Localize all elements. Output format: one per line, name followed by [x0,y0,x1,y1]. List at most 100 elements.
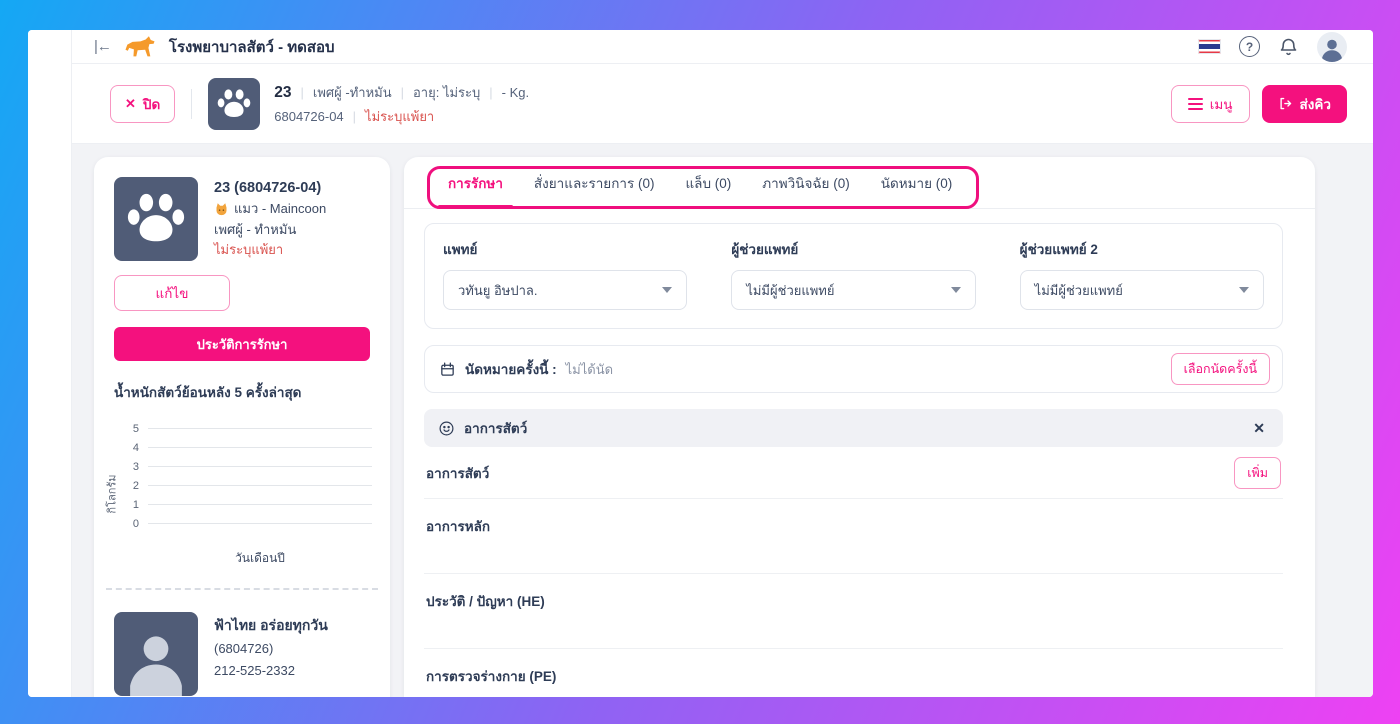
symptoms-header-title: อาการสัตว์ [464,421,528,436]
doctor-label: แพทย์ [443,242,478,257]
assistant2-select-value: ไม่มีผู้ช่วยแพทย์ [1034,282,1123,298]
chart-gridline-row: 4 [124,438,372,457]
topbar-icons: ? [1198,31,1347,62]
gridline [148,504,372,505]
cat-icon [216,203,227,216]
assistant1-select-value: ไม่มีผู้ช่วยแพทย์ [746,282,835,298]
patient-summary: 23 | เพศผู้ -ทำหมัน | อายุ: ไม่ระบุ | - … [274,81,529,127]
assistant1-select[interactable]: ไม่มีผู้ช่วยแพทย์ [731,270,976,310]
physical-exam-label: การตรวจร่างกาย (PE) [426,669,557,684]
add-symptom-button[interactable]: เพิ่ม [1234,456,1281,489]
gridline [148,485,372,486]
appointment-box: นัดหมายครั้งนี้ : ไม่ได้นัด เลือกนัดครั้… [424,345,1283,393]
appointment-value: ไม่ได้นัด [565,361,614,377]
chevron-down-icon [662,287,673,293]
tab-diagnostic-images[interactable]: ภาพวินิจฉัย (0) [762,175,850,191]
physical-exam-row: การตรวจร่างกาย (PE) [424,649,1283,697]
doctor-select[interactable]: วทันยู อิษปาล. [443,270,688,310]
y-tick-label: 0 [132,517,139,530]
divider [191,88,193,119]
patient-weight: - Kg. [501,84,530,100]
patient-hn: 6804726-04 [274,108,344,124]
owner-code: (6804726) [214,640,274,656]
owner-name: ฟ้าไทย อร่อยทุกวัน [214,617,328,633]
menu-button[interactable]: เมนู [1170,84,1250,123]
assistant2-select[interactable]: ไม่มีผู้ช่วยแพทย์ [1019,270,1264,310]
assistant1-label: ผู้ช่วยแพทย์ [731,242,799,257]
bell-icon[interactable] [1278,36,1299,57]
patient-sex: เพศผู้ -ทำหมัน [312,84,392,100]
pet-owner-card: 23 (6804726-04) แมว - Maincoon เพศผู้ - … [94,157,390,697]
dashed-divider [106,588,378,590]
tab-lab[interactable]: แล็บ (0) [685,175,732,191]
allergy-status: ไม่ระบุแพ้ยา [365,108,435,124]
chart-gridline-row: 3 [124,457,372,476]
pet-species: แมว - Maincoon [234,201,327,217]
doctor-select-value: วทันยู อิษปาล. [458,282,538,298]
chart-y-axis-label: กิโลกรัม [106,473,119,514]
patient-age: อายุ: ไม่ระบุ [413,84,481,100]
assistant2-label: ผู้ช่วยแพทย์ 2 [1019,242,1098,257]
chart-gridline-row: 1 [124,495,372,514]
treatment-history-button[interactable]: ประวัติการรักษา [114,327,370,361]
symptoms-row: อาการสัตว์ เพิ่ม [424,447,1283,499]
treatment-panel: การรักษา สั่งยาและรายการ (0) แล็บ (0) ภา… [404,157,1315,697]
chart-gridline-row: 5 [124,419,372,438]
collapsed-sidebar [28,30,72,697]
close-patient-button[interactable]: ✕ ปิด [110,84,176,123]
pet-name: 23 (6804726-04) [214,180,322,196]
y-tick-label: 5 [132,422,139,435]
weight-chart-title: น้ำหนักสัตว์ย้อนหลัง 5 ครั้งล่าสุด [114,385,302,400]
weight-chart-grid: 5 4 3 2 1 0 [124,419,372,533]
send-queue-button[interactable]: ส่งคิว [1261,84,1347,123]
calendar-icon [441,361,454,376]
gridline [148,428,372,429]
help-icon[interactable]: ? [1239,36,1260,57]
weight-chart: กิโลกรัม 5 4 3 2 1 0 วันเดือนปี [107,419,372,568]
user-avatar[interactable] [1317,31,1347,62]
symptoms-row-label: อาการสัตว์ [426,465,490,481]
sidebar-collapse-icon[interactable]: |← [94,38,112,55]
owner-avatar [114,612,198,696]
history-problem-label: ประวัติ / ปัญหา (HE) [426,594,545,609]
language-flag-icon[interactable] [1198,39,1221,54]
page-title: โรงพยาบาลสัตว์ - ทดสอบ [168,38,335,56]
hamburger-icon [1187,95,1203,113]
chevron-down-icon [1238,287,1249,293]
y-tick-label: 1 [132,498,139,511]
symptoms-section-header: อาการสัตว์ ✕ [424,409,1283,447]
tab-bar: การรักษา สั่งยาและรายการ (0) แล็บ (0) ภา… [404,157,1315,209]
tab-medicine-orders[interactable]: สั่งยาและรายการ (0) [533,175,655,191]
chart-x-axis-label: วันเดือนปี [235,551,285,565]
y-tick-label: 2 [132,479,139,492]
smiley-icon [439,421,454,435]
send-queue-label: ส่งคิว [1299,96,1331,112]
menu-label: เมนู [1209,96,1233,112]
chart-gridline-row: 2 [124,476,372,495]
chart-gridline-row: 0 [124,514,372,533]
close-label: ปิด [142,96,161,112]
select-appointment-button[interactable]: เลือกนัดครั้งนี้ [1170,353,1270,385]
pet-sex: เพศผู้ - ทำหมัน [214,221,297,237]
pet-allergy: ไม่ระบุแพ้ยา [214,241,284,257]
chevron-down-icon [950,287,961,293]
close-section-icon[interactable]: ✕ [1253,419,1265,436]
owner-phone: 212-525-2332 [214,662,295,678]
patient-bar: ✕ ปิด 23 | เพศผู้ -ทำหมัน | อายุ: ไม่ระบ… [72,64,1373,144]
tab-treatment[interactable]: การรักษา [438,157,513,208]
gridline [148,523,372,524]
app-window: |← โรงพยาบาลสัตว์ - ทดสอบ ? ✕ ปิด [28,30,1373,697]
pet-paw-avatar-large [114,177,198,261]
tab-appointments[interactable]: นัดหมาย (0) [880,175,953,191]
dog-logo-icon [125,35,155,59]
content-area: 23 (6804726-04) แมว - Maincoon เพศผู้ - … [72,144,1373,697]
close-x-icon: ✕ [125,95,136,111]
y-tick-label: 3 [132,460,139,473]
main-symptom-row: อาการหลัก [424,499,1283,574]
topbar: |← โรงพยาบาลสัตว์ - ทดสอบ ? [72,30,1373,64]
edit-pet-button[interactable]: แก้ไข [114,275,230,311]
history-problem-row: ประวัติ / ปัญหา (HE) [424,574,1283,649]
y-tick-label: 4 [132,441,139,454]
patient-name: 23 [274,83,292,101]
appointment-label: นัดหมายครั้งนี้ : [465,362,557,377]
